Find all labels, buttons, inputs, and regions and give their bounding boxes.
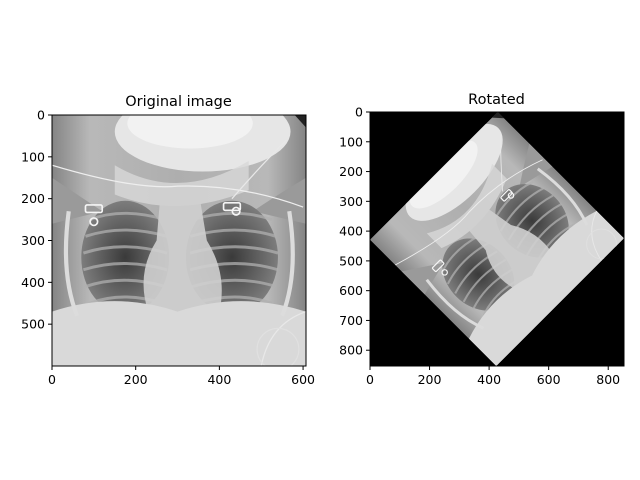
- y-tick-label-original: 300: [21, 233, 45, 248]
- y-tick-label-original: 500: [21, 317, 45, 332]
- y-tick-label-rotated: 400: [339, 224, 363, 239]
- subplot-rotated: Rotated 0 200 400 600 8000100200300400500600…: [339, 92, 625, 388]
- y-tick-label-rotated: 0: [355, 105, 363, 120]
- x-tick-label-rotated: 800: [596, 372, 620, 387]
- y-tick-label-original: 100: [21, 149, 45, 164]
- y-tick-label-rotated: 300: [339, 194, 363, 209]
- image-original: [52, 92, 306, 370]
- x-tick-label-original: 200: [124, 372, 148, 387]
- y-tick-label-rotated: 500: [339, 253, 363, 268]
- y-tick-label-rotated: 600: [339, 283, 363, 298]
- subplot-title-rotated: Rotated: [468, 92, 525, 108]
- x-tick-label-rotated: 0: [366, 372, 374, 387]
- y-tick-label-rotated: 700: [339, 313, 363, 328]
- x-tick-label-rotated: 200: [418, 372, 442, 387]
- axis-ticks-original: 0 200 400 600 0 100 200 300 400 500: [21, 108, 315, 388]
- y-tick-label-original: 200: [21, 191, 45, 206]
- subplot-title-original: Original image: [125, 94, 232, 110]
- x-tick-label-original: 400: [207, 372, 231, 387]
- y-tick-label-original: 0: [37, 108, 45, 123]
- subplot-original: Original image 0 200 400 600 0 100 200 300 400 50…: [21, 92, 315, 388]
- image-rotated: [369, 111, 625, 367]
- y-tick-label-rotated: 200: [339, 164, 363, 179]
- y-tick-label-rotated: 800: [339, 343, 363, 358]
- y-tick-label-original: 400: [21, 275, 45, 290]
- y-tick-label-rotated: 100: [339, 134, 363, 149]
- x-tick-label-rotated: 600: [537, 372, 561, 387]
- x-tick-label-rotated: 400: [477, 372, 501, 387]
- x-tick-label-original: 0: [48, 372, 56, 387]
- x-tick-label-original: 600: [291, 372, 315, 387]
- axes-frame-rotated: [369, 111, 625, 367]
